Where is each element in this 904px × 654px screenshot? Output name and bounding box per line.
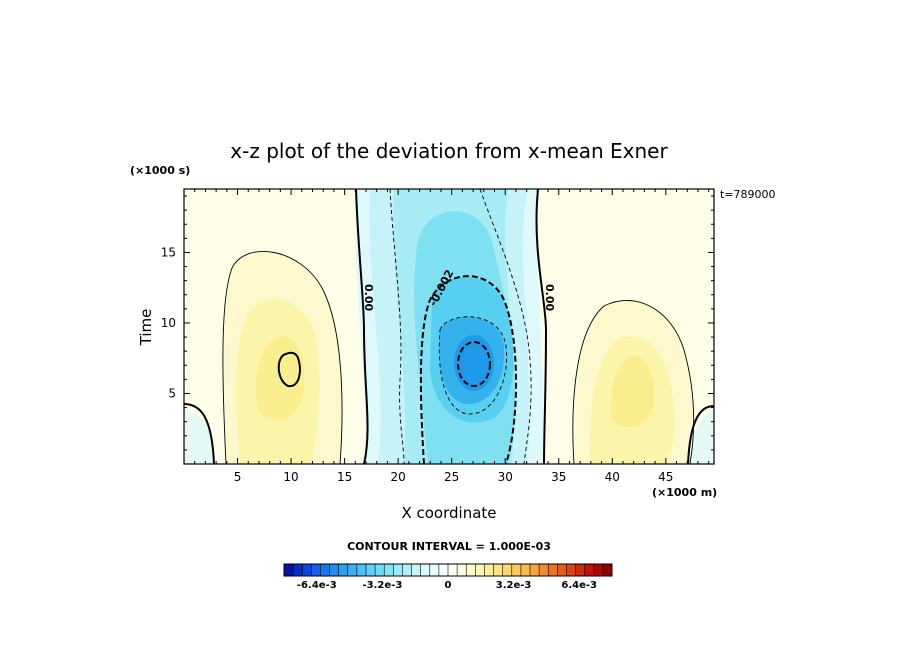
colorbar-tick-label: 3.2e-3	[496, 580, 532, 591]
colorbar-frame	[283, 563, 613, 577]
colorbar-tick-label: 0	[445, 580, 452, 591]
colorbar-cell	[302, 564, 312, 576]
colorbar-cell	[429, 564, 440, 576]
colorbar-cell	[311, 564, 321, 576]
colorbar: -6.4e-3 -3.2e-3 0 3.2e-3 6.4e-3	[283, 563, 613, 591]
colorbar-cell	[329, 564, 339, 576]
colorbar-cell	[593, 564, 604, 576]
y-tick-label: 5	[168, 386, 176, 400]
colorbar-cell	[530, 564, 540, 576]
colorbar-cell	[484, 564, 494, 576]
colorbar-cell	[366, 564, 376, 576]
colorbar-cell	[511, 564, 522, 576]
colorbar-cell	[575, 564, 585, 576]
colorbar-cell	[548, 564, 558, 576]
colorbar-cell	[602, 564, 613, 576]
y-unit-label: (×1000 s)	[130, 164, 190, 177]
colorbar-cell	[411, 564, 421, 576]
colorbar-cell	[466, 564, 476, 576]
y-tick-label: 15	[161, 245, 176, 259]
colorbar-cell	[284, 564, 294, 576]
colorbar-cell	[438, 564, 449, 576]
y-tick-label: 10	[161, 316, 176, 330]
x-tick-label: 30	[498, 470, 513, 484]
contour-label: 0.00	[543, 284, 556, 311]
colorbar-cell	[539, 564, 549, 576]
colorbar-cell	[475, 564, 485, 576]
x-tick-label: 40	[605, 470, 620, 484]
contour-field	[184, 189, 714, 464]
y-axis-label: Time	[137, 309, 155, 347]
colorbar-cell	[375, 564, 385, 576]
colorbar-cell	[402, 564, 412, 576]
colorbar-cell	[457, 564, 467, 576]
x-tick-label: 35	[551, 470, 566, 484]
colorbar-cell	[293, 564, 303, 576]
colorbar-cell	[347, 564, 358, 576]
colorbar-cell	[393, 564, 403, 576]
colorbar-cell	[557, 564, 567, 576]
x-tick-label: 20	[391, 470, 406, 484]
x-tick-label: 45	[658, 470, 673, 484]
colorbar-cell	[338, 564, 349, 576]
x-tick-label: 25	[444, 470, 459, 484]
x-tick-label: 10	[283, 470, 298, 484]
contour-interval-text: CONTOUR INTERVAL = 1.000E-03	[347, 540, 551, 553]
colorbar-cell	[566, 564, 576, 576]
x-tick-label: 5	[234, 470, 242, 484]
colorbar-cell	[493, 564, 503, 576]
colorbar-cell	[520, 564, 531, 576]
colorbar-tick-label: 6.4e-3	[561, 580, 597, 591]
time-stamp: t=789000	[720, 188, 776, 201]
colorbar-cell	[356, 564, 367, 576]
plot-frame	[183, 188, 715, 465]
axes: 5 10 15 20 25 30 35 40 45 5 10 15	[161, 189, 714, 484]
x-tick-label: 15	[337, 470, 352, 484]
colorbar-cell	[420, 564, 431, 576]
colorbar-tick-label: -3.2e-3	[363, 580, 403, 591]
chart-title: x-z plot of the deviation from x-mean Ex…	[230, 139, 668, 163]
x-axis-label: X coordinate	[401, 504, 496, 522]
colorbar-cell	[384, 564, 394, 576]
contour-label: 0.00	[362, 284, 375, 311]
colorbar-cell	[502, 564, 513, 576]
colorbar-cell	[320, 564, 330, 576]
colorbar-cell	[584, 564, 595, 576]
x-unit-label: (×1000 m)	[652, 486, 717, 499]
colorbar-tick-label: -6.4e-3	[297, 580, 337, 591]
colorbar-cell	[448, 564, 458, 576]
